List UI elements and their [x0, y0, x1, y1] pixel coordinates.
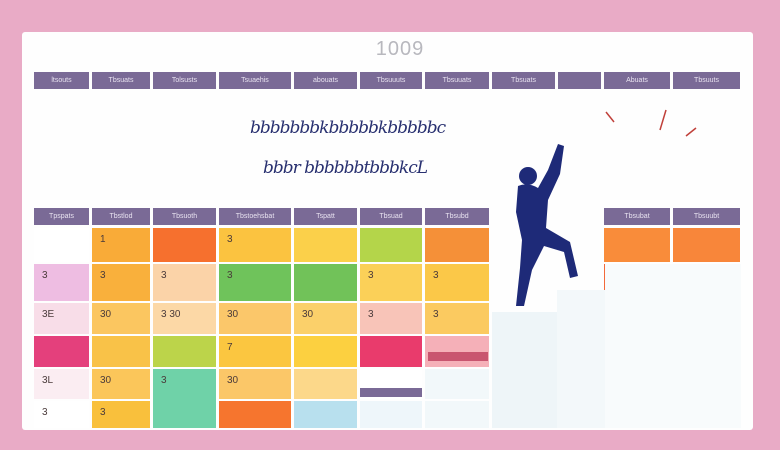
- grid-cell[interactable]: [34, 336, 89, 367]
- grid-cell[interactable]: 3: [34, 264, 89, 301]
- grid-cell[interactable]: [673, 228, 740, 262]
- grid-header-cell: Tspatt: [294, 208, 357, 225]
- grid-cell[interactable]: 30: [219, 303, 291, 334]
- grid-cell[interactable]: [425, 336, 489, 367]
- event-bar: [360, 388, 422, 397]
- grid-header-cell: Tbsuoth: [153, 208, 216, 225]
- top-header-cell: Tolsusts: [153, 72, 216, 89]
- grid-cell[interactable]: [92, 336, 150, 367]
- stairs: [492, 312, 562, 428]
- grid-header-cell: Tbstoehsbat: [219, 208, 291, 225]
- grid-cell[interactable]: 30: [219, 369, 291, 399]
- grid-cell[interactable]: [294, 369, 357, 399]
- grid-cell[interactable]: [153, 336, 216, 367]
- top-header-cell: ltsouts: [34, 72, 89, 89]
- grid-cell[interactable]: 3: [153, 264, 216, 301]
- grid-cell[interactable]: [153, 228, 216, 262]
- grid-cell[interactable]: 3: [92, 264, 150, 301]
- headline-line-2: bbbr bbbbbbtbbbkcL: [262, 158, 428, 178]
- top-header-cell: Tbsuuts: [673, 72, 740, 89]
- grid-cell[interactable]: 1: [92, 228, 150, 262]
- grid-cell[interactable]: [34, 228, 89, 262]
- grid-cell[interactable]: [425, 369, 489, 399]
- top-header-cell: Tsuaehis: [219, 72, 291, 89]
- grid-cell[interactable]: [425, 401, 489, 428]
- stairs-step: [605, 264, 741, 428]
- top-header-cell: abouats: [294, 72, 357, 89]
- top-header-cell: Tbsuats: [92, 72, 150, 89]
- grid-cell[interactable]: [219, 401, 291, 428]
- grid-cell[interactable]: 3: [153, 369, 216, 428]
- event-bar: [428, 352, 488, 361]
- grid-cell[interactable]: 30: [294, 303, 357, 334]
- grid-cell[interactable]: [604, 228, 670, 262]
- grid-cell[interactable]: 3: [219, 228, 291, 262]
- headline-line-1: bbbbbbbkbbbbbkbbbbbc: [250, 118, 446, 138]
- top-header-cell: Tbsuats: [492, 72, 555, 89]
- grid-cell[interactable]: 3 30: [153, 303, 216, 334]
- climbing-person-figure: [516, 109, 697, 306]
- grid-header-cell: Tpspats: [34, 208, 89, 225]
- grid-cell[interactable]: [360, 228, 422, 262]
- top-header-cell: Abuats: [604, 72, 670, 89]
- grid-cell[interactable]: [294, 401, 357, 428]
- stairs-step: [557, 290, 605, 428]
- top-header-cell: Tbsuuats: [425, 72, 489, 89]
- grid-cell[interactable]: 3: [360, 264, 422, 301]
- page-title: 1009: [375, 38, 425, 60]
- top-header-cell: [558, 72, 601, 89]
- grid-cell[interactable]: 30: [92, 303, 150, 334]
- grid-cell[interactable]: 3: [34, 401, 89, 428]
- grid-header-cell: Tbsuubt: [673, 208, 740, 225]
- grid-cell[interactable]: [294, 228, 357, 262]
- grid-header-cell: Tbstlod: [92, 208, 150, 225]
- grid-cell[interactable]: [294, 336, 357, 367]
- grid-cell[interactable]: 3: [425, 264, 489, 301]
- grid-cell[interactable]: 3: [219, 264, 291, 301]
- grid-cell[interactable]: 3: [92, 401, 150, 428]
- grid-header-cell: Tbsubd: [425, 208, 489, 225]
- grid-cell[interactable]: 3E: [34, 303, 89, 334]
- grid-cell[interactable]: 7: [219, 336, 291, 367]
- grid-cell[interactable]: 30: [92, 369, 150, 399]
- grid-cell[interactable]: 3: [360, 303, 422, 334]
- grid-cell[interactable]: [425, 228, 489, 262]
- grid-cell[interactable]: 3L: [34, 369, 89, 399]
- grid-cell[interactable]: [360, 401, 422, 428]
- grid-cell[interactable]: 3: [425, 303, 489, 334]
- grid-header-cell: Tbsubat: [604, 208, 670, 225]
- top-header-cell: Tbsuuuts: [360, 72, 422, 89]
- sparkle-lines: [605, 109, 697, 137]
- grid-cell[interactable]: [360, 336, 422, 367]
- grid-header-cell: Tbsuad: [360, 208, 422, 225]
- grid-cell[interactable]: [294, 264, 357, 301]
